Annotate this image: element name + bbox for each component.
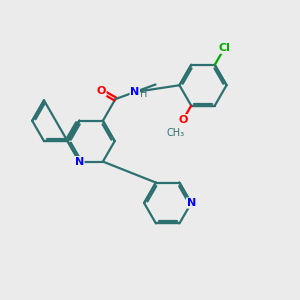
Text: N: N	[75, 157, 84, 166]
Text: Cl: Cl	[218, 43, 230, 53]
Text: N: N	[187, 198, 196, 208]
Text: CH₃: CH₃	[167, 128, 184, 138]
Text: H: H	[140, 89, 147, 99]
Text: O: O	[97, 86, 106, 96]
Text: N: N	[130, 87, 140, 97]
Text: O: O	[178, 115, 188, 124]
